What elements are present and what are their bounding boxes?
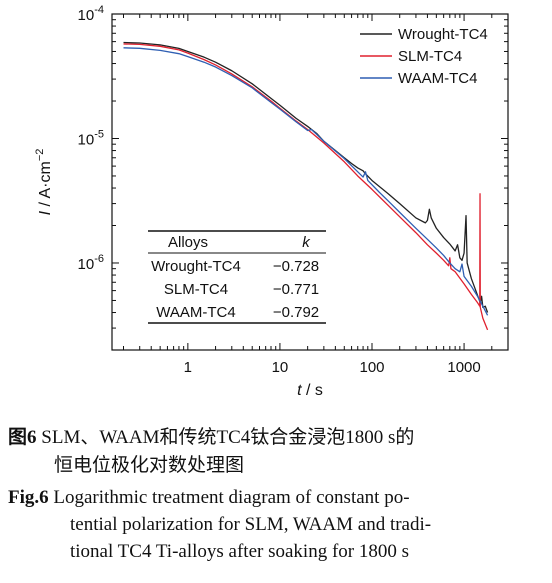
table-header-alloys: Alloys (168, 234, 208, 251)
caption-en-line1: Logarithmic treatment diagram of constan… (48, 487, 410, 508)
x-tick-label: 1 (184, 359, 192, 376)
legend-label: Wrought-TC4 (398, 26, 488, 43)
y-tick-label: 10-5 (78, 128, 104, 148)
table-cell-alloy: Wrought-TC4 (151, 258, 241, 275)
caption-cn-line2: 恒电位极化对数处理图 (54, 455, 245, 476)
caption-cn-label: 图 (8, 427, 28, 448)
x-axis-label: t / s (297, 382, 323, 399)
series-line-wrought-tc4 (123, 41, 489, 313)
x-tick-label: 10 (272, 359, 289, 376)
y-axis-label: I / A·cm−2 (34, 149, 54, 216)
legend-label: SLM-TC4 (398, 48, 462, 65)
table-cell-alloy: SLM-TC4 (164, 281, 228, 298)
caption-en-line2: tential polarization for SLM, WAAM and t… (70, 514, 432, 535)
caption-en-label: Fig.6 (8, 487, 49, 508)
series-line-slm-tc4 (123, 43, 489, 331)
series-line-waam-tc4 (123, 47, 489, 316)
table-cell-k: −0.771 (273, 281, 319, 298)
table-header-k: k (302, 234, 311, 251)
x-tick-label: 1000 (447, 359, 480, 376)
caption-en-line3: tional TC4 Ti-alloys after soaking for 1… (70, 541, 409, 562)
table-cell-k: −0.792 (273, 304, 319, 321)
x-tick-label: 100 (359, 359, 384, 376)
table-cell-alloy: WAAM-TC4 (156, 304, 235, 321)
figure-caption-english: Fig.6 Logarithmic treatment diagram of c… (8, 484, 544, 565)
polarization-chart: 1 10 100 1000 10-6 10-5 10-4 t / s I / A·cm−2 Wro… (34, 4, 509, 399)
caption-cn-number: 6 (27, 427, 37, 448)
legend-label: WAAM-TC4 (398, 70, 477, 87)
figure-caption-chinese: 图6 SLM、WAAM和传统TC4钛合金浸泡1800 s的 恒电位极化对数处理图 (8, 424, 414, 480)
table-cell-k: −0.728 (273, 258, 319, 275)
y-tick-label: 10-4 (78, 4, 104, 24)
y-tick-label: 10-6 (78, 253, 104, 273)
caption-cn-line1: SLM、WAAM和传统TC4钛合金浸泡1800 s的 (36, 427, 415, 448)
plot-frame (111, 13, 509, 351)
